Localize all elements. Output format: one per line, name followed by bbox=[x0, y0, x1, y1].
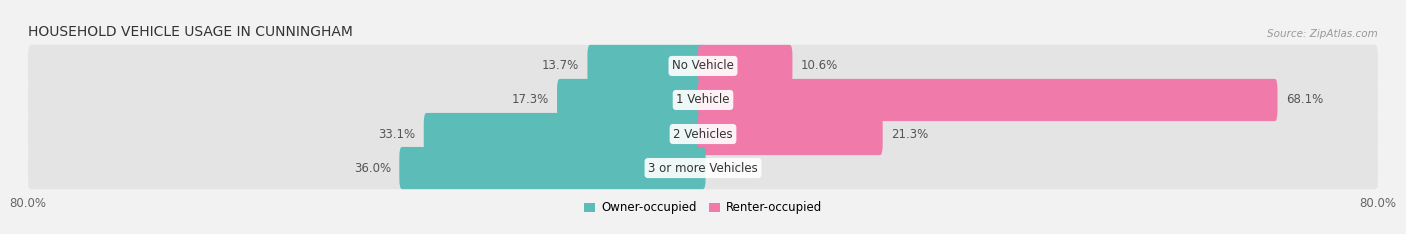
Text: 17.3%: 17.3% bbox=[512, 93, 548, 106]
FancyBboxPatch shape bbox=[697, 113, 883, 155]
Text: 36.0%: 36.0% bbox=[354, 161, 391, 175]
FancyBboxPatch shape bbox=[588, 45, 706, 87]
FancyBboxPatch shape bbox=[697, 79, 1278, 121]
Text: 0.0%: 0.0% bbox=[720, 161, 749, 175]
Text: 33.1%: 33.1% bbox=[378, 128, 415, 141]
Text: No Vehicle: No Vehicle bbox=[672, 59, 734, 73]
FancyBboxPatch shape bbox=[28, 45, 1378, 87]
FancyBboxPatch shape bbox=[557, 79, 706, 121]
FancyBboxPatch shape bbox=[697, 45, 793, 87]
Legend: Owner-occupied, Renter-occupied: Owner-occupied, Renter-occupied bbox=[579, 197, 827, 219]
FancyBboxPatch shape bbox=[28, 113, 1378, 155]
Text: 2 Vehicles: 2 Vehicles bbox=[673, 128, 733, 141]
FancyBboxPatch shape bbox=[423, 113, 706, 155]
Text: Source: ZipAtlas.com: Source: ZipAtlas.com bbox=[1267, 29, 1378, 39]
Text: 1 Vehicle: 1 Vehicle bbox=[676, 93, 730, 106]
FancyBboxPatch shape bbox=[399, 147, 706, 189]
Text: 13.7%: 13.7% bbox=[541, 59, 579, 73]
FancyBboxPatch shape bbox=[28, 79, 1378, 121]
Text: 10.6%: 10.6% bbox=[801, 59, 838, 73]
Text: HOUSEHOLD VEHICLE USAGE IN CUNNINGHAM: HOUSEHOLD VEHICLE USAGE IN CUNNINGHAM bbox=[28, 26, 353, 39]
Text: 21.3%: 21.3% bbox=[891, 128, 928, 141]
FancyBboxPatch shape bbox=[28, 147, 1378, 189]
Text: 3 or more Vehicles: 3 or more Vehicles bbox=[648, 161, 758, 175]
Text: 68.1%: 68.1% bbox=[1286, 93, 1323, 106]
